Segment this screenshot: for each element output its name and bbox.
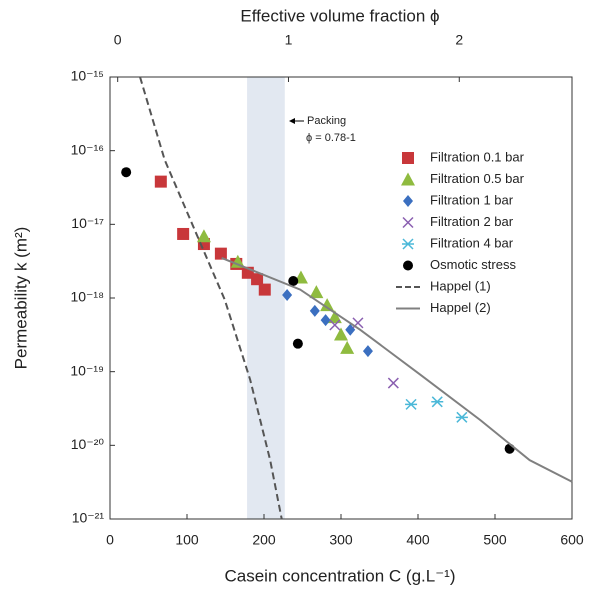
x-tick-label: 0 (106, 532, 114, 548)
data-point (282, 288, 293, 301)
y-tick-label: 10⁻²¹ (72, 510, 105, 526)
legend-label: Osmotic stress (430, 257, 516, 272)
annotation-arrowhead (289, 118, 295, 124)
data-point (320, 314, 331, 327)
data-point (251, 273, 264, 286)
data-point (345, 323, 356, 336)
y-tick-label: 10⁻¹⁸ (70, 289, 104, 305)
legend-swatch (402, 152, 414, 164)
data-point (362, 345, 373, 358)
x2-tick-label: 2 (455, 32, 463, 48)
data-point (177, 227, 190, 240)
annotation: Packing (307, 115, 346, 127)
shaded-region (247, 77, 285, 519)
x-tick-label: 100 (175, 532, 199, 548)
data-point (292, 338, 303, 349)
legend-swatch (402, 216, 414, 229)
legend-label: Filtration 4 bar (430, 235, 514, 250)
data-point (154, 175, 167, 188)
data-point (329, 319, 341, 331)
y-tick-label: 10⁻¹⁷ (71, 215, 104, 231)
x-tick-label: 400 (406, 532, 430, 548)
data-point (387, 377, 399, 389)
data-point (340, 340, 355, 354)
data-point (196, 229, 211, 243)
y-tick-label: 10⁻¹⁹ (70, 362, 104, 378)
legend-swatch (403, 260, 413, 271)
data-point (327, 310, 342, 324)
data-point (405, 398, 418, 410)
data-point (431, 396, 444, 408)
y-title: Permeability k (m²) (11, 227, 30, 370)
x2-title: Effective volume fraction ϕ (240, 6, 439, 25)
legend-swatch (401, 172, 415, 186)
data-point (334, 327, 348, 341)
x-tick-label: 200 (252, 532, 276, 548)
x2-tick-label: 1 (285, 32, 293, 48)
annotation: ϕ = 0.78-1 (306, 132, 356, 144)
data-point (504, 443, 515, 454)
legend-label: Filtration 0.1 bar (430, 149, 525, 164)
data-point (309, 304, 320, 317)
y-tick-label: 10⁻¹⁵ (71, 68, 104, 84)
x2-tick-label: 0 (114, 32, 122, 48)
data-point (121, 167, 132, 178)
x-tick-label: 300 (329, 532, 353, 548)
data-point (309, 285, 324, 299)
data-point (230, 254, 245, 268)
legend-label: Filtration 1 bar (430, 192, 514, 207)
data-point (455, 411, 468, 423)
curve (221, 256, 573, 483)
data-point (320, 298, 335, 312)
legend-label: Filtration 2 bar (430, 214, 514, 229)
legend-label: Happel (1) (430, 278, 491, 293)
data-point (258, 283, 271, 296)
legend-label: Filtration 0.5 bar (430, 171, 525, 186)
legend-swatch (402, 238, 414, 250)
legend-swatch (403, 195, 413, 207)
x-tick-label: 600 (560, 532, 584, 548)
data-point (288, 276, 299, 287)
x-tick-label: 500 (483, 532, 507, 548)
y-tick-label: 10⁻¹⁶ (71, 141, 104, 157)
data-point (214, 247, 227, 260)
x-title: Casein concentration C (g.L⁻¹) (224, 566, 455, 585)
legend-label: Happel (2) (430, 300, 491, 315)
y-tick-label: 10⁻²⁰ (71, 436, 105, 452)
